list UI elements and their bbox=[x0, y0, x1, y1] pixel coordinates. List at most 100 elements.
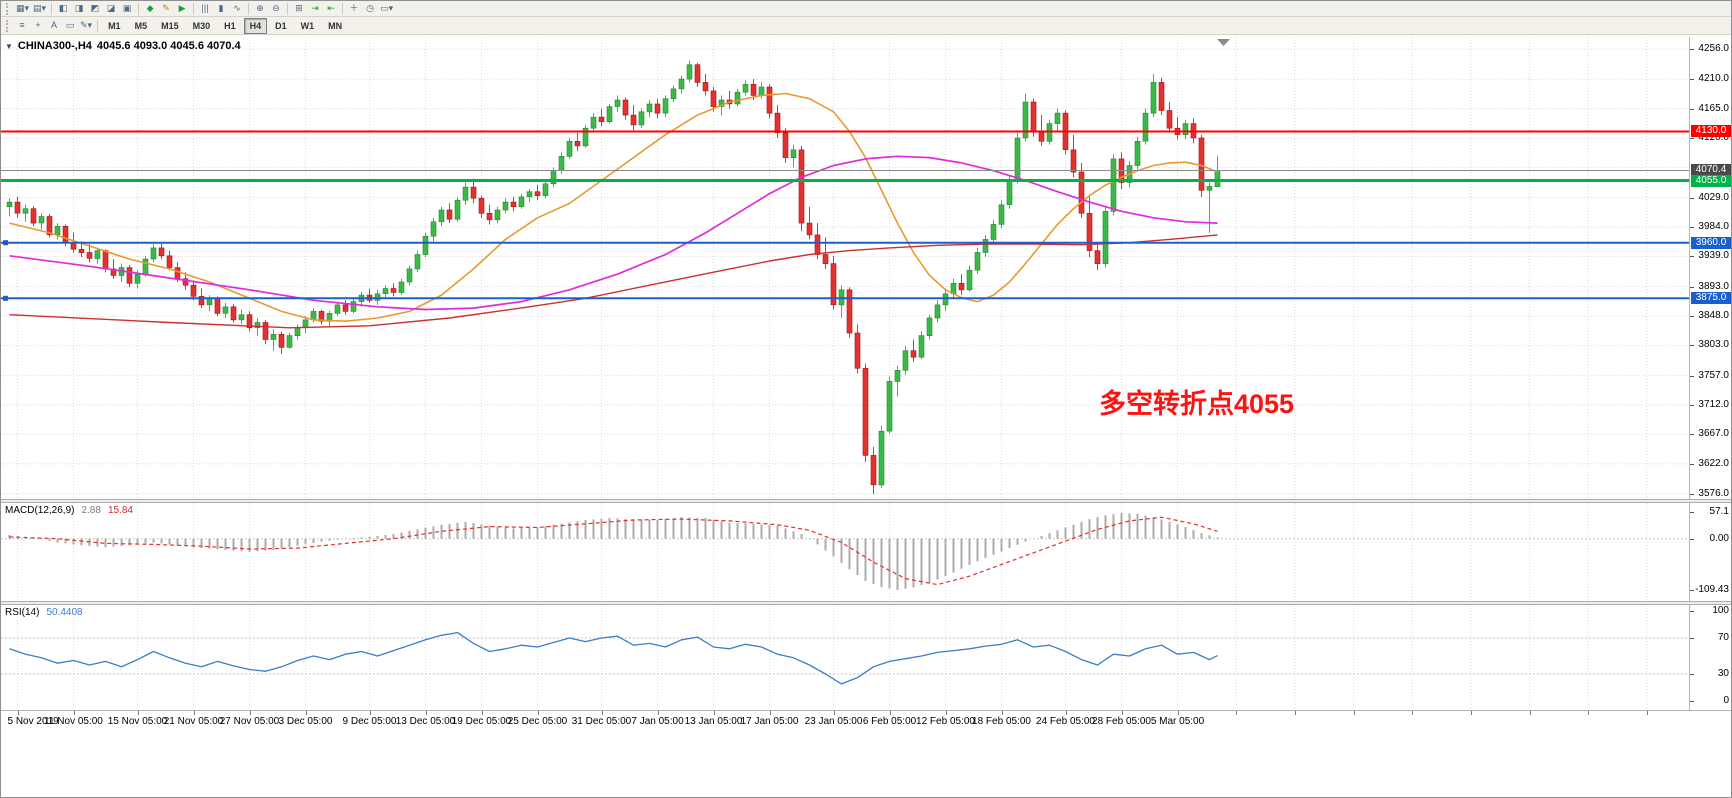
crosshair-button[interactable]: + bbox=[35, 20, 41, 30]
ma-fast-orange bbox=[9, 92, 1218, 323]
rectangle-button[interactable]: ▭ bbox=[65, 20, 75, 30]
time-tick-mark bbox=[73, 711, 75, 715]
axis-tick-mark bbox=[1690, 375, 1694, 377]
axis-tick-label: 4256.0 bbox=[1698, 43, 1729, 54]
timeframe-d1-button[interactable]: D1 bbox=[275, 20, 287, 31]
hline-anchor[interactable] bbox=[3, 240, 8, 246]
axis-tick-mark bbox=[1690, 227, 1694, 228]
macd-axis[interactable]: 57.1 0.00 -109.43 bbox=[1689, 503, 1731, 601]
time-axis-label: 31 Dec 05:00 bbox=[571, 716, 632, 727]
rsi-svg bbox=[1, 605, 1689, 710]
indicators-button[interactable]: ＋ bbox=[349, 3, 359, 13]
chart-symbol-period: CHINA300-,H4 bbox=[17, 40, 92, 52]
timeframe-m1-button[interactable]: M1 bbox=[108, 20, 121, 31]
timeframe-h4-button[interactable]: H4 bbox=[243, 17, 268, 34]
bar-chart-button[interactable]: ||| bbox=[201, 3, 209, 13]
time-axis-label: 6 Feb 05:00 bbox=[862, 716, 917, 727]
timeframe-m30-button[interactable]: M30 bbox=[192, 20, 211, 31]
axis-tick-mark bbox=[1690, 138, 1694, 139]
axis-tick-mark bbox=[1690, 512, 1694, 513]
axis-tick-label: 3667.0 bbox=[1698, 428, 1729, 440]
toolbar-separator bbox=[287, 2, 289, 15]
time-tick-mark bbox=[601, 711, 603, 715]
toolbar-grip[interactable] bbox=[6, 19, 11, 32]
timeframe-w1-button[interactable]: W1 bbox=[300, 20, 315, 31]
time-axis[interactable]: 5 Nov 2019 11 Nov 05:00 15 Nov 05:00 21 Nov… bbox=[1, 710, 1731, 730]
toolbar-grip[interactable] bbox=[6, 2, 11, 15]
time-axis-label: 28 Feb 05:00 bbox=[1092, 716, 1151, 727]
line-chart-button[interactable]: ∿ bbox=[233, 3, 241, 13]
chart-shift-button[interactable]: ⇤ bbox=[327, 3, 335, 13]
panel-splitter-rsi[interactable] bbox=[1, 601, 1731, 605]
zoom-out-button[interactable]: ⊖ bbox=[272, 3, 280, 13]
rsi-canvas[interactable] bbox=[1, 605, 1689, 710]
rsi-panel: RSI(14) 50.4408 100 70 30 0 bbox=[1, 605, 1731, 710]
drawing-timeframe-toolbar: ≡ + A ▭ ✎▾ M1 M5 M15 M30 H1 H4 D1 W1 MN bbox=[1, 17, 1731, 35]
time-tick-mark bbox=[1353, 711, 1355, 715]
toolbar-separator bbox=[138, 2, 140, 15]
text-annotation-button[interactable]: A bbox=[50, 20, 57, 30]
data-window-button[interactable]: ◨ bbox=[74, 3, 84, 13]
time-axis-label: 3 Dec 05:00 bbox=[278, 716, 333, 727]
macd-label-row: MACD(12,26,9) 2.88 15.84 bbox=[5, 505, 133, 516]
timeframe-m15-button[interactable]: M15 bbox=[161, 20, 179, 31]
panel-splitter-macd[interactable] bbox=[1, 499, 1731, 503]
axis-tick-mark bbox=[1690, 316, 1694, 317]
candlestick-chart-button[interactable]: ▮ bbox=[218, 3, 224, 13]
profiles-button[interactable]: ▤▾ bbox=[33, 3, 47, 13]
time-tick-mark bbox=[1412, 711, 1414, 715]
toolbar-separator bbox=[342, 2, 344, 15]
strategy-tester-button[interactable]: ▣ bbox=[122, 3, 132, 13]
time-tick-mark bbox=[945, 711, 947, 715]
axis-tick-label: 4210.0 bbox=[1698, 73, 1729, 85]
new-chart-button[interactable]: ▦▾ bbox=[16, 3, 30, 13]
timeframe-mn-button[interactable]: MN bbox=[328, 20, 343, 31]
axis-tick-mark bbox=[1690, 286, 1694, 288]
toolbar-separator bbox=[51, 2, 53, 15]
macd-main-value: 2.88 bbox=[81, 505, 101, 516]
templates-button[interactable]: ▭▾ bbox=[380, 3, 394, 13]
periods-button[interactable]: ◷ bbox=[366, 3, 374, 13]
price-label-box-4055.0: 4055.0 bbox=[1691, 174, 1731, 187]
axis-tick-mark bbox=[1690, 108, 1694, 110]
hline-anchor[interactable] bbox=[3, 295, 8, 301]
axis-tick-label: 30 bbox=[1717, 668, 1729, 679]
rsi-axis[interactable]: 100 70 30 0 bbox=[1689, 605, 1731, 710]
ma-mid-magenta bbox=[9, 155, 1218, 311]
new-order-button[interactable]: ◆ bbox=[146, 3, 154, 13]
macd-canvas[interactable] bbox=[1, 503, 1689, 601]
price-axis[interactable]: 4256.0 4210.0 4165.0 4120.0 4029.0 3984.0 3939… bbox=[1689, 37, 1731, 499]
timeframe-m5-button[interactable]: M5 bbox=[134, 20, 148, 31]
time-axis-label: 7 Jan 05:00 bbox=[631, 716, 684, 727]
axis-tick-label: 3984.0 bbox=[1698, 221, 1729, 232]
time-tick-mark bbox=[657, 711, 659, 715]
time-axis-label: 13 Jan 05:00 bbox=[684, 716, 743, 727]
autotrading-button[interactable]: ▶ bbox=[178, 3, 186, 13]
timeframe-h1-button[interactable]: H1 bbox=[224, 20, 236, 31]
time-axis-label: 27 Nov 05:00 bbox=[219, 716, 280, 727]
chart-canvas[interactable]: 多空转折点4055 bbox=[1, 37, 1689, 499]
time-tick-mark bbox=[1065, 711, 1067, 715]
navigator-button[interactable]: ◩ bbox=[90, 3, 100, 13]
tile-windows-button[interactable]: ⊞ bbox=[295, 3, 303, 13]
axis-tick-label: 3803.0 bbox=[1698, 339, 1729, 351]
draw-tools-button[interactable]: ✎▾ bbox=[80, 20, 93, 30]
metaeditor-button[interactable]: ✎ bbox=[162, 3, 170, 13]
auto-scroll-button[interactable]: ⇥ bbox=[311, 3, 319, 13]
macd-grid bbox=[1, 503, 1689, 601]
market-watch-button[interactable]: ◧ bbox=[58, 3, 68, 13]
time-axis-label: 5 Mar 05:00 bbox=[1150, 716, 1205, 727]
chart-shift-marker[interactable] bbox=[1217, 39, 1230, 46]
toolbar-separator bbox=[248, 2, 250, 15]
collapse-icon[interactable]: ▼ bbox=[5, 41, 13, 51]
price-label-box-3875.0: 3875.0 bbox=[1691, 292, 1731, 305]
time-tick-mark bbox=[1646, 711, 1648, 715]
axis-tick-label: -109.43 bbox=[1695, 584, 1729, 595]
annotation-text[interactable]: 多空转折点4055 bbox=[1099, 388, 1294, 419]
time-axis-label: 11 Nov 05:00 bbox=[44, 716, 103, 727]
axis-tick-label: 0.00 bbox=[1709, 532, 1729, 544]
terminal-button[interactable]: ◪ bbox=[106, 3, 116, 13]
main-chart-svg[interactable]: 多空转折点4055 bbox=[1, 37, 1689, 499]
zoom-in-button[interactable]: ⊕ bbox=[256, 3, 264, 13]
cursor-button[interactable]: ≡ bbox=[19, 20, 25, 30]
